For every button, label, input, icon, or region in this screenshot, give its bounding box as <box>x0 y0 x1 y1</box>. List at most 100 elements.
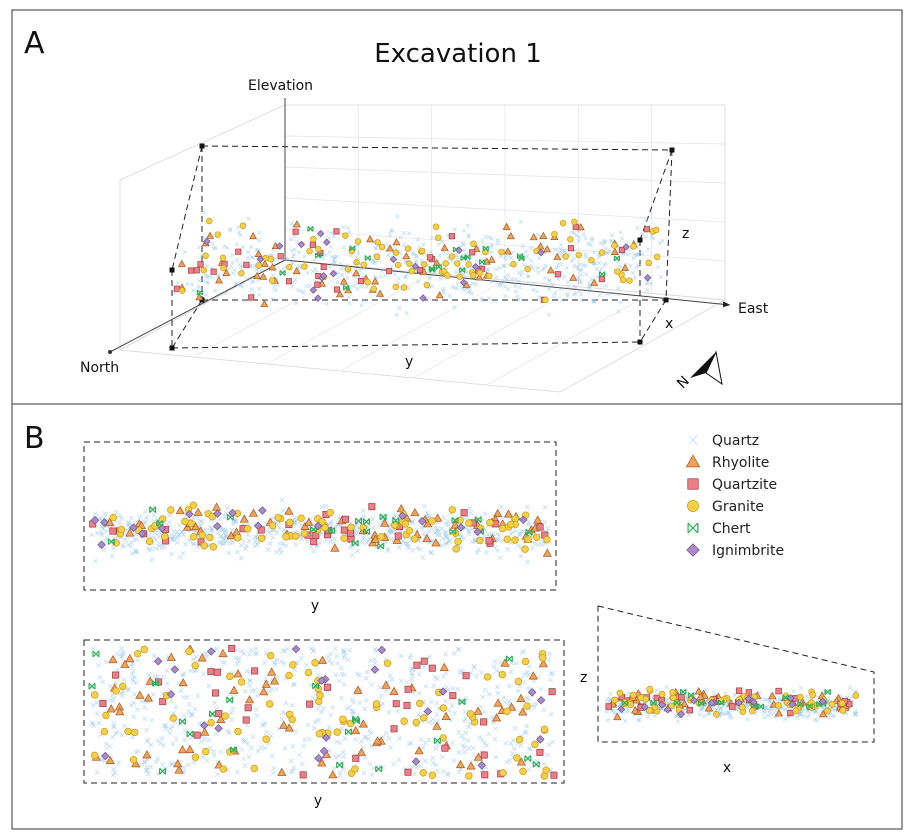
data-point-rhyolite <box>174 765 184 774</box>
data-point-quartz <box>332 260 337 265</box>
data-point-ignimbrite <box>213 521 222 531</box>
data-point-chert <box>650 699 657 707</box>
data-point-quartz <box>378 274 384 279</box>
data-point-quartz <box>386 252 391 258</box>
data-point-quartz <box>391 761 397 767</box>
grid-line <box>284 228 726 262</box>
data-point-quartz <box>197 278 202 283</box>
data-point-granite <box>360 261 368 269</box>
data-point-quartz <box>524 723 530 729</box>
data-point-quartz <box>595 274 600 279</box>
data-point-quartz <box>579 280 584 285</box>
data-point-quartz <box>292 247 297 252</box>
data-point-quartz <box>538 686 544 692</box>
data-point-quartz <box>350 552 355 558</box>
data-point-quartz <box>234 242 239 247</box>
data-point-quartz <box>111 696 117 701</box>
data-point-quartz <box>605 696 610 702</box>
data-point-ignimbrite <box>749 698 758 706</box>
data-point-quartz <box>247 683 253 689</box>
data-point-chert <box>344 728 353 736</box>
data-point-quartz <box>497 265 502 270</box>
data-point-rhyolite <box>473 706 483 715</box>
data-point-quartz <box>274 657 279 663</box>
data-point-quartz <box>630 270 635 275</box>
data-point-quartzite <box>173 285 180 292</box>
data-point-quartz <box>248 647 254 653</box>
data-point-ignimbrite <box>329 269 338 278</box>
data-point-quartz <box>110 724 116 729</box>
data-point-quartz <box>592 250 597 255</box>
data-point-quartz <box>619 236 625 241</box>
data-point-granite <box>646 685 654 693</box>
data-point-quartz <box>354 255 359 260</box>
data-point-quartz <box>543 275 548 280</box>
data-point-chert <box>806 703 813 710</box>
data-point-quartz <box>125 542 131 548</box>
panel-a-excavation-box <box>171 145 673 349</box>
data-point-granite <box>202 252 209 259</box>
data-point-rhyolite <box>268 263 277 271</box>
data-point-quartz <box>495 537 501 542</box>
data-point-rhyolite <box>356 747 366 756</box>
data-point-quartzite <box>548 688 556 696</box>
panel-a-points <box>172 210 665 317</box>
data-point-quartz <box>133 680 139 686</box>
data-point-quartz <box>277 525 282 531</box>
data-point-chert <box>452 246 460 253</box>
data-point-quartz <box>240 737 246 743</box>
data-point-quartz <box>702 713 707 719</box>
data-point-quartz <box>192 706 198 712</box>
data-point-quartz <box>675 719 681 724</box>
data-point-quartz <box>359 303 364 308</box>
data-point-quartz <box>154 755 160 761</box>
data-point-quartz <box>762 697 768 702</box>
data-point-quartz <box>259 267 264 273</box>
data-point-quartz <box>339 273 345 278</box>
data-point-granite <box>428 517 436 525</box>
data-point-ignimbrite <box>213 509 222 518</box>
data-point-quartz <box>366 727 372 733</box>
data-point-quartz <box>93 558 98 564</box>
panel-b-section-points <box>604 685 860 724</box>
data-point-quartz <box>414 765 420 770</box>
data-point-rhyolite <box>620 263 630 272</box>
data-point-granite <box>262 735 270 743</box>
data-point-rhyolite <box>193 507 203 516</box>
data-point-rhyolite <box>696 692 705 700</box>
data-point-quartzite <box>207 668 215 676</box>
data-point-quartz <box>782 717 788 722</box>
east-axis <box>284 259 731 308</box>
data-point-rhyolite <box>502 222 511 230</box>
data-point-quartz <box>392 271 398 277</box>
data-point-quartz <box>117 520 123 525</box>
data-point-quartz <box>623 718 628 724</box>
data-point-quartz <box>288 758 294 764</box>
data-point-quartz <box>525 254 530 259</box>
data-point-quartzite <box>485 537 493 545</box>
data-point-quartz <box>335 661 341 666</box>
data-point-quartz <box>410 548 415 554</box>
data-point-quartz <box>230 706 236 712</box>
data-point-quartz <box>573 291 578 296</box>
data-point-quartz <box>439 542 445 548</box>
data-point-quartz <box>244 722 250 728</box>
data-point-quartz <box>188 668 193 674</box>
data-point-quartz <box>111 720 117 726</box>
data-point-granite <box>200 266 208 274</box>
data-point-rhyolite <box>178 678 188 687</box>
data-point-granite <box>339 715 347 723</box>
data-point-quartz <box>517 285 522 290</box>
data-point-ignimbrite <box>471 263 480 271</box>
grid-line <box>193 266 359 358</box>
data-point-quartz <box>458 534 464 540</box>
data-point-quartz <box>428 699 434 705</box>
data-point-ignimbrite <box>314 754 323 763</box>
data-point-granite <box>178 287 186 294</box>
data-point-quartz <box>238 233 243 238</box>
data-point-ignimbrite <box>275 242 284 250</box>
data-point-quartz <box>454 253 459 258</box>
data-point-quartz <box>148 742 154 748</box>
data-point-quartz <box>523 730 529 735</box>
data-point-quartz <box>212 700 217 706</box>
